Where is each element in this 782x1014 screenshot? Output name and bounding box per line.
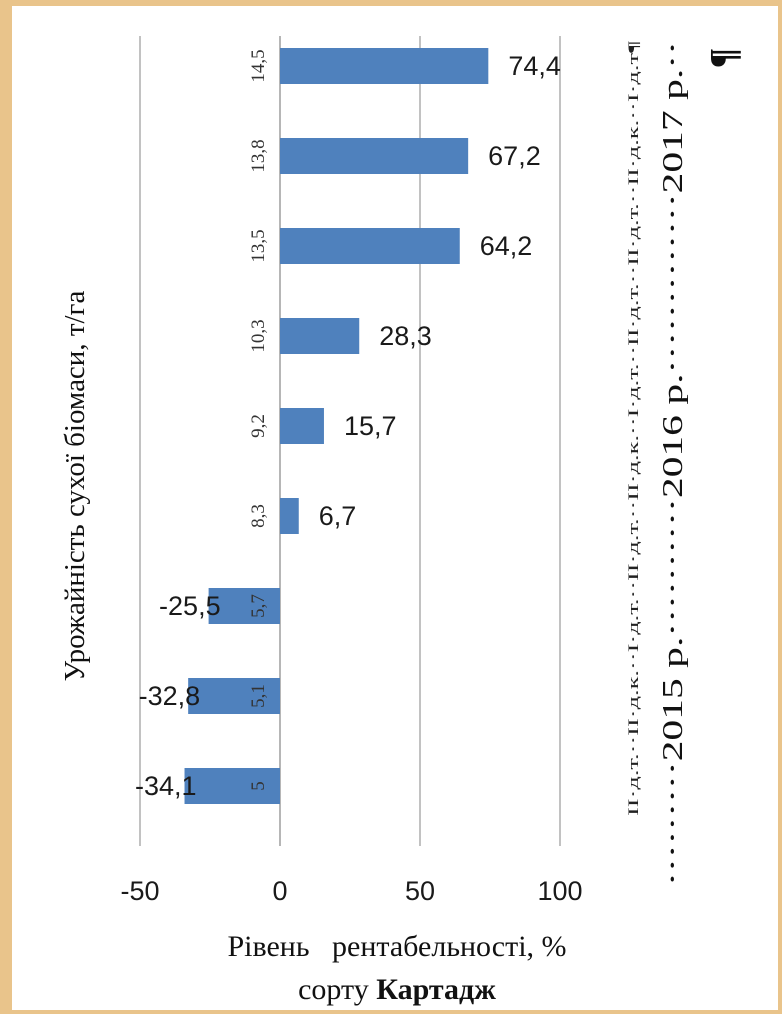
x-axis-label-variety-prefix: сорту xyxy=(298,973,376,1006)
data-label-1: -32,8 xyxy=(139,681,201,711)
category-label-6: 13,5 xyxy=(248,229,269,262)
category-label-4: 9,2 xyxy=(248,414,269,438)
bar-6 xyxy=(280,228,460,264)
category-labels: 5 5,1 5,7 8,3 9,2 10,3 13,5 13,8 14,5 xyxy=(248,49,269,790)
data-label-2: -25,5 xyxy=(159,591,221,621)
pilcrow-mark: ¶ xyxy=(703,48,745,69)
data-label-4: 15,7 xyxy=(344,411,397,441)
category-label-3: 8,3 xyxy=(248,504,269,528)
data-label-0: -34,1 xyxy=(135,771,197,801)
bar-3 xyxy=(280,498,299,534)
bars xyxy=(184,48,489,804)
bar-1 xyxy=(188,678,280,714)
bar-4 xyxy=(280,408,324,444)
bar-8 xyxy=(280,48,489,84)
x-axis-label-variety: сорту Картадж xyxy=(298,973,496,1006)
x-axis-label: Рівень рентабельності, % xyxy=(227,930,566,963)
bar-0 xyxy=(184,768,280,804)
category-label-1: 5,1 xyxy=(248,684,269,708)
x-tick-label-2: 50 xyxy=(405,876,435,906)
x-tick-label-0: -50 xyxy=(120,876,159,906)
right-year-labels: ·········2015 р.··········2016 р.·······… xyxy=(657,41,689,886)
bar-2 xyxy=(208,588,280,624)
data-label-6: 64,2 xyxy=(480,231,533,261)
x-axis-label-variety-name: Картадж xyxy=(376,973,496,1006)
slide-background: 5 5,1 5,7 8,3 9,2 10,3 13,5 13,8 14,5 -34,1 -32,8… xyxy=(12,6,778,1010)
category-label-2: 5,7 xyxy=(248,594,269,618)
bar-chart: 5 5,1 5,7 8,3 9,2 10,3 13,5 13,8 14,5 -34,1 -32,8… xyxy=(59,36,745,1006)
data-label-5: 28,3 xyxy=(379,321,432,351)
x-tick-labels: -50 0 50 100 xyxy=(120,876,582,906)
data-labels: -34,1 -32,8 -25,5 6,7 15,7 28,3 64,2 67,2 74,4 xyxy=(135,51,561,801)
category-label-7: 13,8 xyxy=(248,139,269,172)
category-label-0: 5 xyxy=(248,781,269,791)
right-treatment-labels: ІІ·д.т.··ІІ·д.к.··І·д.т.··ІІ·д.т.··ІІ·д.… xyxy=(626,41,642,816)
x-tick-label-1: 0 xyxy=(272,876,287,906)
category-label-8: 14,5 xyxy=(248,49,269,82)
data-label-8: 74,4 xyxy=(508,51,561,81)
bar-7 xyxy=(280,138,469,174)
data-label-7: 67,2 xyxy=(488,141,541,171)
x-tick-label-3: 100 xyxy=(537,876,582,906)
data-label-3: 6,7 xyxy=(319,501,357,531)
category-label-5: 10,3 xyxy=(248,319,269,352)
y-axis-label: Урожайність сухої біомаси, т/га xyxy=(59,291,91,682)
bar-5 xyxy=(280,318,360,354)
